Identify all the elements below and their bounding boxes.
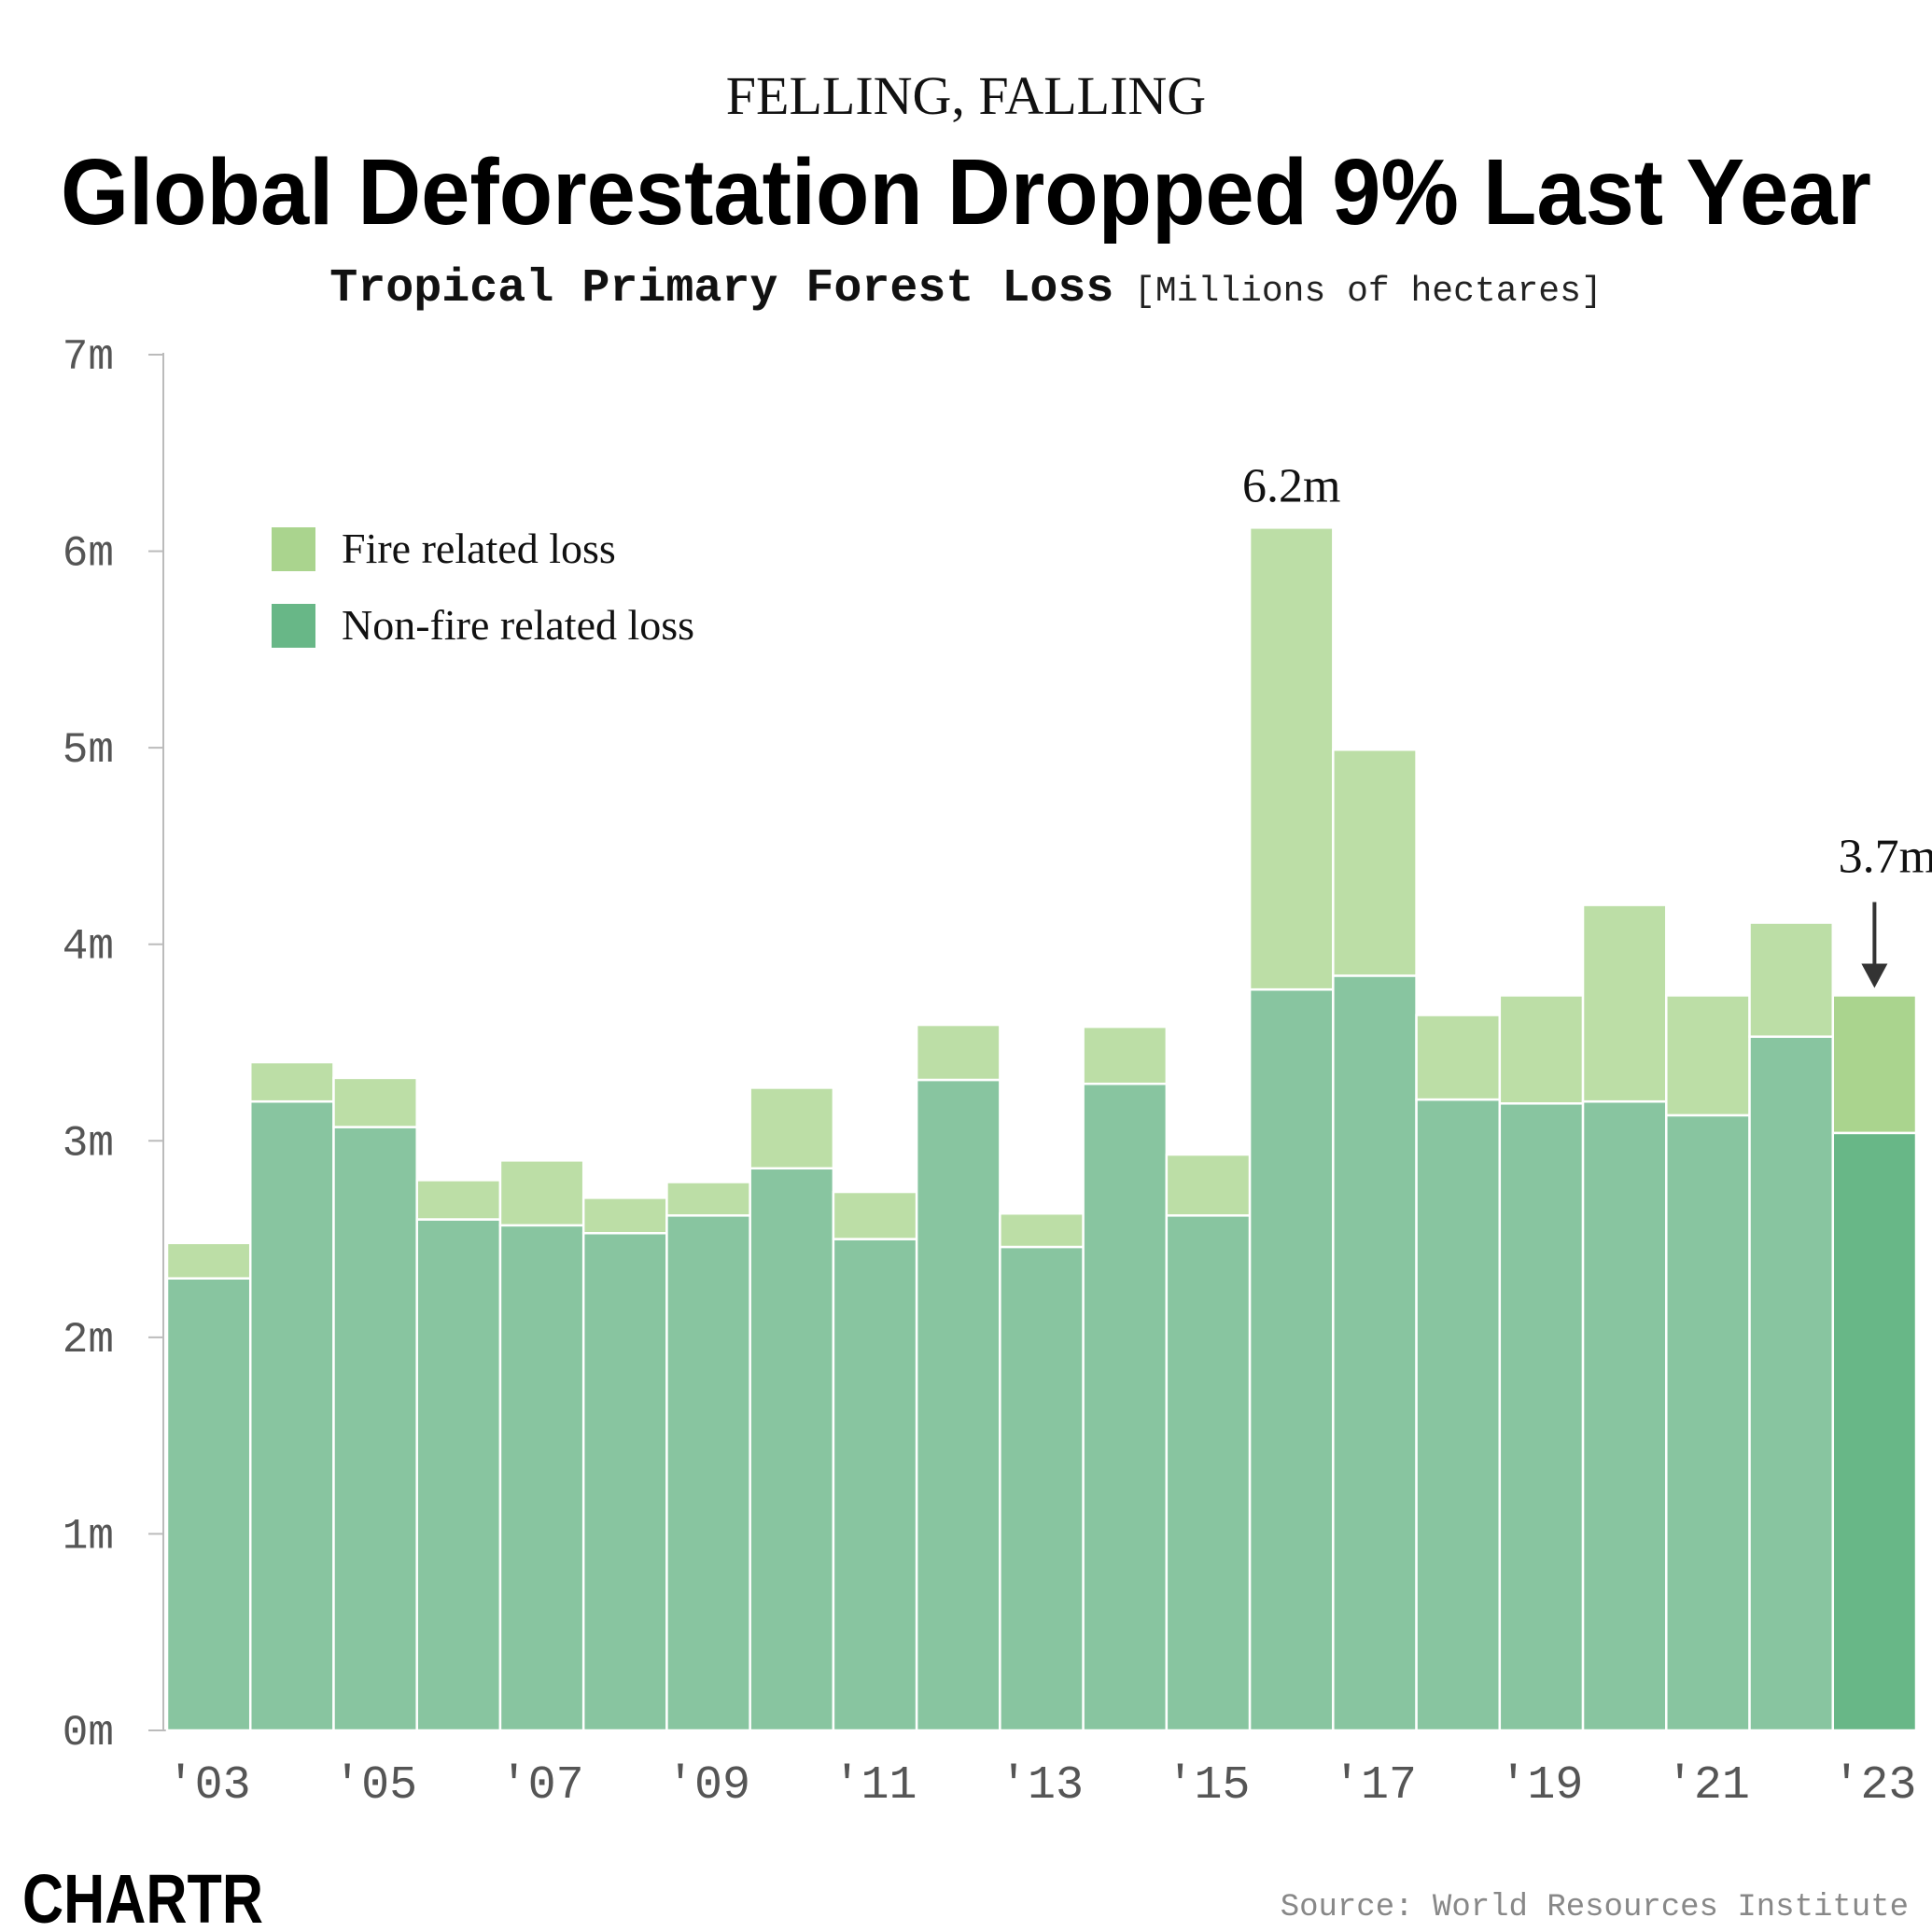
bar-segment — [749, 1086, 835, 1170]
bar-segment — [999, 1245, 1085, 1732]
bar-segment — [999, 1211, 1085, 1249]
x-tick-label: '05 — [333, 1759, 417, 1813]
bar-segment — [1332, 748, 1418, 977]
bar-segment — [749, 1167, 835, 1732]
x-tick-label: '09 — [666, 1759, 750, 1813]
bar-segment — [1082, 1082, 1169, 1732]
bar-segment — [665, 1214, 751, 1732]
bar-segment — [581, 1232, 668, 1732]
legend-label: Non-fire related loss — [342, 601, 694, 649]
y-tick-label: 6m — [63, 530, 114, 579]
bar-segment — [248, 1099, 335, 1732]
bar-segment — [165, 1277, 252, 1732]
x-tick-label: '07 — [500, 1759, 584, 1813]
x-tick-label: '03 — [167, 1759, 251, 1813]
annotation: 3.7m — [1839, 830, 1932, 883]
bar-segment — [248, 1060, 335, 1103]
bar-segment — [165, 1241, 252, 1280]
x-tick-label: '21 — [1666, 1759, 1750, 1813]
bar-segment — [1498, 1102, 1585, 1732]
brand-logo: CHARTR — [22, 1860, 263, 1932]
x-tick-label: '15 — [1166, 1759, 1250, 1813]
chart-title: Global Deforestation Dropped 9% Last Yea… — [61, 140, 1871, 245]
bar-segment — [832, 1238, 918, 1732]
bar-segment — [1415, 1014, 1502, 1101]
bar-segment — [915, 1023, 1001, 1082]
bar-segment — [1581, 903, 1668, 1103]
x-tick-label: '13 — [1000, 1759, 1084, 1813]
y-tick-label: 5m — [63, 726, 114, 775]
y-tick-label: 0m — [63, 1709, 114, 1757]
subtitle-line: Tropical Primary Forest Loss [Millions o… — [329, 262, 1602, 315]
bar-segment — [1748, 921, 1835, 1038]
x-tick-label: '11 — [833, 1759, 917, 1813]
y-tick-label: 7m — [63, 333, 114, 382]
annotation-arrowhead — [1861, 963, 1888, 988]
bar-segment — [665, 1181, 751, 1217]
bar-segment — [1082, 1025, 1169, 1085]
bar-segment — [1332, 974, 1418, 1732]
bar-segment — [1415, 1098, 1502, 1732]
bar-segment — [1498, 994, 1585, 1105]
y-tick-label: 4m — [63, 923, 114, 972]
x-tick-label: '19 — [1499, 1759, 1583, 1813]
bar-segment — [1165, 1153, 1252, 1217]
legend-label: Fire related loss — [342, 525, 616, 572]
x-tick-label: '17 — [1333, 1759, 1417, 1813]
bar-segment — [1665, 994, 1751, 1117]
bar-segment — [1831, 1131, 1918, 1732]
x-tick-label: '23 — [1832, 1759, 1916, 1813]
kicker: FELLING, FALLING — [726, 65, 1206, 126]
y-tick-label: 1m — [63, 1512, 114, 1561]
bar-segment — [581, 1197, 668, 1235]
bar-segment — [1748, 1035, 1835, 1732]
bar-segment — [832, 1190, 918, 1240]
legend-swatch — [272, 604, 315, 648]
source: Source: World Resources Institute — [1281, 1890, 1909, 1925]
y-tick-label: 3m — [63, 1119, 114, 1168]
unit-label: [Millions of hectares] — [1134, 272, 1603, 312]
bar-segment — [915, 1078, 1001, 1732]
bar-segment — [1831, 994, 1918, 1135]
annotation: 6.2m — [1242, 459, 1340, 512]
bar-segment — [1581, 1099, 1668, 1732]
bar-segment — [498, 1159, 585, 1227]
bar-segment — [498, 1224, 585, 1732]
bar-segment — [415, 1218, 502, 1732]
bar-segment — [332, 1126, 418, 1732]
bar-segment — [1248, 526, 1335, 991]
bar-segment — [1165, 1214, 1252, 1732]
legend-swatch — [272, 527, 315, 571]
bar-segment — [1665, 1113, 1751, 1732]
y-tick-label: 2m — [63, 1316, 114, 1365]
subtitle: Tropical Primary Forest Loss — [329, 262, 1113, 315]
bar-segment — [1248, 987, 1335, 1732]
bar-segment — [332, 1076, 418, 1128]
bar-segment — [415, 1179, 502, 1221]
